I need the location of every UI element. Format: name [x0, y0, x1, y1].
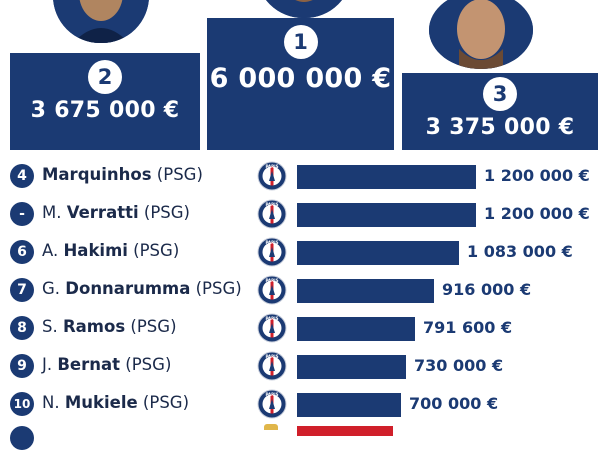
podium-3: 3 3 375 000 € — [402, 73, 598, 150]
podium-1: 1 6 000 000 € — [207, 18, 394, 150]
list-item: 7 G. Donnarumma (PSG) PARIS 916 000 € — [0, 273, 600, 307]
salary-bar — [297, 241, 459, 265]
player-name: Marquinhos (PSG) — [42, 165, 203, 184]
psg-crest-icon: PARIS — [257, 313, 287, 343]
rank-badge: 6 — [10, 240, 34, 264]
player-club: (PSG) — [151, 165, 203, 184]
next-row-bar — [297, 426, 393, 436]
svg-text:PARIS: PARIS — [265, 202, 278, 207]
player-club: (PSG) — [125, 317, 177, 336]
player-first-initial: A. — [42, 241, 64, 260]
list-item: 8 S. Ramos (PSG) PARIS 791 600 € — [0, 311, 600, 345]
psg-crest-icon: PARIS — [257, 351, 287, 381]
player-last-name: Mukiele — [64, 393, 138, 412]
salary-bar — [297, 165, 476, 189]
podium-2-rank: 2 — [88, 60, 122, 94]
player-last-name: Ramos — [62, 317, 126, 336]
player-club: (PSG) — [190, 279, 242, 298]
next-row-crest — [264, 424, 278, 430]
psg-crest-icon: PARIS — [257, 389, 287, 419]
svg-text:PARIS: PARIS — [265, 240, 278, 245]
player-first-initial: M. — [42, 203, 67, 222]
podium-2-amount: 3 675 000 € — [30, 98, 180, 123]
svg-text:PARIS: PARIS — [265, 316, 278, 321]
player-last-name: Marquinhos — [42, 165, 152, 184]
podium-2: 2 3 675 000 € — [10, 53, 200, 150]
salary-bar — [297, 393, 401, 417]
list-item: - M. Verratti (PSG) PARIS 1 200 000 € — [0, 197, 600, 231]
player-club: (PSG) — [137, 393, 190, 412]
player-club: (PSG) — [120, 355, 172, 374]
salary-bar — [297, 317, 415, 341]
list-item: 10 N. Mukiele (PSG) PARIS 700 000 € — [0, 387, 600, 421]
player-name: N. Mukiele (PSG) — [42, 393, 189, 412]
rank-badge: 7 — [10, 278, 34, 302]
svg-text:PARIS: PARIS — [265, 164, 278, 169]
player-3-photo — [426, 0, 536, 72]
list-item: 4 Marquinhos (PSG) PARIS 1 200 000 € — [0, 159, 600, 193]
rank-badge: 9 — [10, 354, 34, 378]
player-first-initial: N. — [42, 393, 65, 412]
list-item: 9 J. Bernat (PSG) PARIS 730 000 € — [0, 349, 600, 383]
list-item: 6 A. Hakimi (PSG) PARIS 1 083 000 € — [0, 235, 600, 269]
rank-badge: - — [10, 202, 34, 226]
player-last-name: Bernat — [57, 355, 121, 374]
svg-text:PARIS: PARIS — [265, 278, 278, 283]
salary-bar — [297, 279, 434, 303]
podium-1-amount: 6 000 000 € — [209, 63, 392, 94]
player-last-name: Donnarumma — [65, 279, 191, 298]
salary-value-label: 916 000 € — [442, 280, 532, 299]
psg-crest-icon: PARIS — [257, 199, 287, 229]
salary-value-label: 730 000 € — [414, 356, 504, 375]
player-club: (PSG) — [127, 241, 180, 260]
rank-badge: 4 — [10, 164, 34, 188]
player-club: (PSG) — [138, 203, 190, 222]
player-2-photo — [50, 0, 152, 46]
podium-1-rank: 1 — [283, 25, 318, 59]
player-first-initial: S. — [42, 317, 63, 336]
psg-crest-icon: PARIS — [257, 275, 287, 305]
salary-value-label: 791 600 € — [423, 318, 513, 337]
salary-value-label: 1 200 000 € — [484, 204, 590, 223]
salary-value-label: 1 200 000 € — [484, 166, 590, 185]
svg-text:PARIS: PARIS — [265, 392, 278, 397]
salary-value-label: 700 000 € — [409, 394, 499, 413]
psg-crest-icon: PARIS — [257, 237, 287, 267]
player-name: G. Donnarumma (PSG) — [42, 279, 242, 298]
player-last-name: Hakimi — [63, 241, 128, 260]
salary-bar — [297, 203, 476, 227]
rank-badge: 10 — [10, 392, 34, 416]
psg-crest-icon: PARIS — [257, 161, 287, 191]
svg-text:PARIS: PARIS — [265, 354, 278, 359]
podium-3-amount: 3 375 000 € — [425, 115, 575, 140]
player-name: M. Verratti (PSG) — [42, 203, 190, 222]
salary-value-label: 1 083 000 € — [467, 242, 573, 261]
player-first-initial: J. — [42, 355, 58, 374]
next-row-partial — [0, 424, 600, 450]
player-last-name: Verratti — [66, 203, 139, 222]
rank-badge: 8 — [10, 316, 34, 340]
podium-3-rank: 3 — [483, 77, 517, 111]
salary-bar — [297, 355, 406, 379]
player-name: S. Ramos (PSG) — [42, 317, 177, 336]
player-name: J. Bernat (PSG) — [42, 355, 171, 374]
player-name: A. Hakimi (PSG) — [42, 241, 179, 260]
player-first-initial: G. — [42, 279, 66, 298]
